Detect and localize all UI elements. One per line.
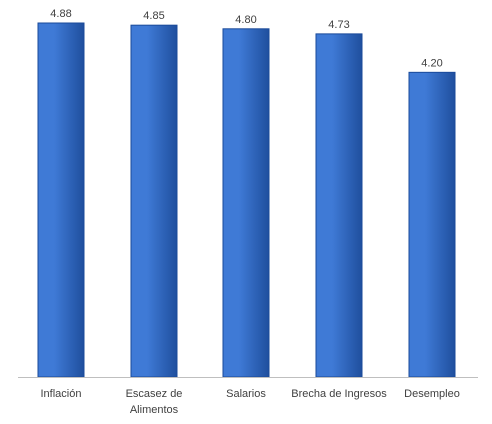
bar <box>222 28 270 378</box>
x-tick-label: Desempleo <box>404 388 460 400</box>
data-label: 4.88 <box>50 8 71 20</box>
x-tick-label: Inflación <box>41 388 82 400</box>
x-tick-label: Salarios <box>226 388 266 400</box>
data-label: 4.80 <box>235 14 256 26</box>
x-tick-label: Brecha de Ingresos <box>291 388 387 400</box>
x-tick-label: Alimentos <box>130 404 179 416</box>
x-tick-label: Escasez de <box>126 388 183 400</box>
bar <box>408 71 456 378</box>
bar <box>37 22 85 378</box>
bars-layer <box>37 22 456 378</box>
labels-layer: 4.88 Inflación 4.85 Escasez de Alimentos 4.80… <box>41 8 460 416</box>
data-label: 4.73 <box>328 19 349 31</box>
data-label: 4.85 <box>143 10 164 22</box>
data-label: 4.20 <box>421 57 442 69</box>
bar <box>315 33 363 378</box>
bar <box>130 24 178 378</box>
